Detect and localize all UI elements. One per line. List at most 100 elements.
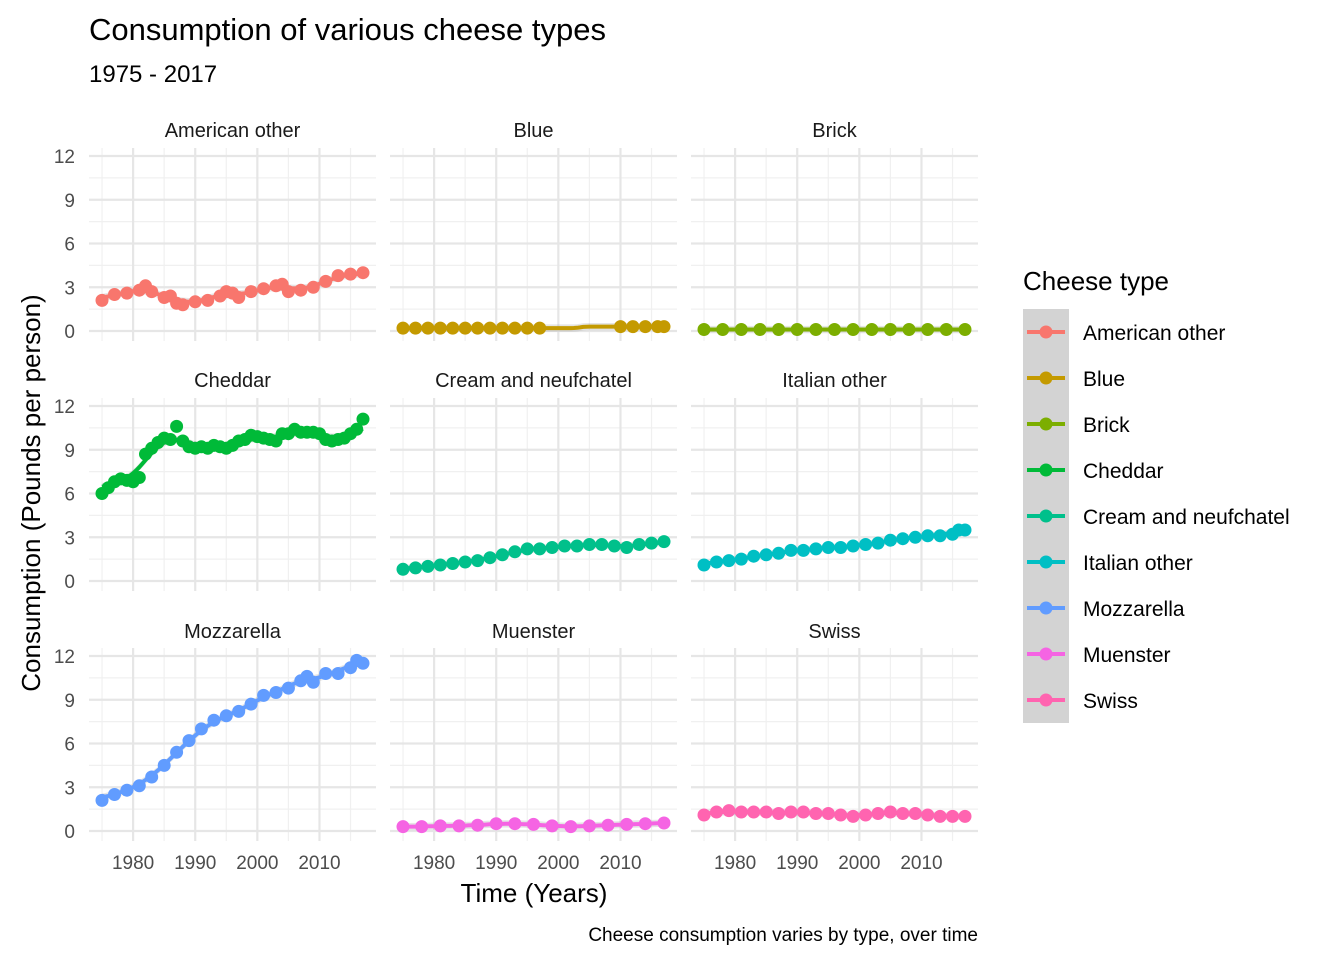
data-point <box>710 805 723 819</box>
legend-key-point <box>1039 325 1053 339</box>
data-point <box>958 323 972 336</box>
data-point <box>527 817 540 831</box>
y-tick-label: 0 <box>64 822 75 843</box>
data-point <box>784 543 798 557</box>
data-point <box>244 285 258 299</box>
legend-item-muenster: Muenster <box>1023 631 1171 677</box>
data-point <box>958 523 972 537</box>
data-point <box>883 533 897 547</box>
chart-caption: Cheese consumption varies by type, over … <box>588 925 978 946</box>
data-point <box>533 542 547 556</box>
data-point <box>489 817 503 831</box>
x-tick-label: 2000 <box>236 853 278 874</box>
data-point <box>182 734 196 748</box>
y-tick-label: 12 <box>54 647 75 668</box>
data-point <box>772 323 786 336</box>
data-point <box>176 298 190 312</box>
data-point <box>132 779 146 793</box>
legend-label: Blue <box>1083 368 1125 391</box>
data-point <box>657 320 671 334</box>
y-tick-label: 3 <box>64 278 75 299</box>
data-point <box>545 819 559 833</box>
x-tick-label: 1990 <box>475 853 517 874</box>
legend-label: Swiss <box>1083 690 1138 713</box>
data-point <box>545 541 559 554</box>
data-point <box>257 688 271 702</box>
data-point <box>433 321 447 335</box>
data-point <box>722 804 736 818</box>
data-point <box>645 536 658 550</box>
legend-item-brick: Brick <box>1023 401 1130 447</box>
legend-item-blue: Blue <box>1023 355 1125 401</box>
y-tick-label: 9 <box>64 191 75 212</box>
data-point <box>697 558 711 572</box>
data-point <box>614 320 627 334</box>
data-point <box>356 412 370 426</box>
legend-key-point <box>1039 417 1053 431</box>
data-point <box>471 818 485 832</box>
chart-title: Consumption of various cheese types <box>89 12 606 47</box>
data-point <box>471 554 485 568</box>
y-tick-label: 12 <box>54 397 75 418</box>
data-point <box>626 320 640 334</box>
data-point <box>421 321 435 335</box>
data-point <box>734 552 748 566</box>
data-point <box>908 530 922 544</box>
legend-key-point <box>1039 693 1053 707</box>
x-tick-label: 2010 <box>298 853 340 874</box>
data-point <box>834 541 848 554</box>
x-tick-label: 1980 <box>413 853 455 874</box>
data-point <box>396 820 410 834</box>
data-point <box>219 709 233 723</box>
legend: Cheese type American other Blue Brick Chedd… <box>1023 266 1290 723</box>
data-point <box>834 808 848 822</box>
data-point <box>638 320 652 334</box>
data-point <box>734 323 748 336</box>
data-point <box>132 471 146 484</box>
data-point <box>710 555 723 569</box>
data-point <box>607 539 621 553</box>
facet-cream-and-neufchatel: Cream and neufchatel <box>390 370 677 591</box>
facet-blue: Blue <box>390 120 677 341</box>
y-tick-label: 6 <box>64 235 75 256</box>
data-point <box>471 321 485 335</box>
facet-italian-other: Italian other <box>691 370 978 591</box>
facet-label: Muenster <box>492 621 576 643</box>
data-point <box>495 548 509 562</box>
data-point <box>821 807 835 820</box>
data-point <box>784 805 798 819</box>
data-point <box>759 805 773 819</box>
data-point <box>939 323 953 336</box>
data-point <box>331 667 345 680</box>
data-point <box>421 559 435 573</box>
data-point <box>657 816 671 830</box>
data-point <box>157 758 171 772</box>
data-point <box>772 546 786 560</box>
data-point <box>207 713 221 727</box>
x-tick-label: 1990 <box>776 853 818 874</box>
legend-label: Muenster <box>1083 644 1171 667</box>
legend-key-point <box>1039 463 1053 477</box>
data-point <box>415 820 429 834</box>
legend-label: Brick <box>1083 414 1130 437</box>
legend-key-point <box>1039 601 1053 615</box>
legend-key-point <box>1039 509 1053 523</box>
data-point <box>883 323 897 336</box>
data-point <box>331 269 345 283</box>
data-point <box>871 536 885 550</box>
facet-mozzarella: Mozzarella 0 3 6 9 12 1980 1990 2000 2010 <box>54 621 376 874</box>
data-point <box>350 422 364 436</box>
data-point <box>294 283 308 297</box>
data-point <box>483 321 497 335</box>
x-tick-label: 2010 <box>599 853 641 874</box>
facet-cheddar: Cheddar 0 3 6 9 12 <box>54 370 376 593</box>
x-tick-label: 1980 <box>714 853 756 874</box>
data-point <box>796 805 810 819</box>
data-point <box>902 323 916 336</box>
data-point <box>564 820 578 834</box>
data-point <box>933 529 947 543</box>
x-axis-label: Time (Years) <box>461 878 608 908</box>
data-point <box>859 538 873 551</box>
data-point <box>170 419 184 433</box>
